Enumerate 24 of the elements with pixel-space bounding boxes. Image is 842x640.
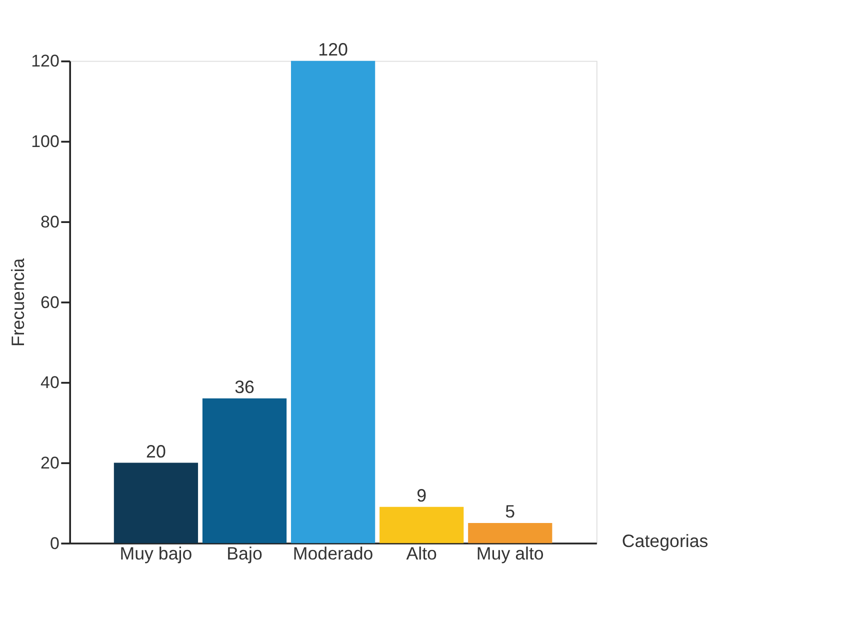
y-tick-label: 80: [40, 212, 60, 232]
bar: [290, 60, 376, 544]
data-label: 36: [234, 377, 255, 398]
x-tick-label: Moderado: [292, 544, 374, 564]
y-tick-label: 120: [31, 52, 60, 71]
x-axis-title: Categorias: [622, 531, 708, 552]
bar: [380, 506, 464, 544]
data-label: 9: [416, 486, 427, 506]
x-tick-label: Muy bajo: [120, 544, 192, 564]
x-tick-label: Alto: [406, 544, 438, 564]
y-axis-title: Frecuencia: [8, 258, 28, 347]
x-tick-label: Muy alto: [476, 544, 544, 564]
y-tick-label: 40: [40, 373, 60, 392]
bar: [202, 398, 287, 544]
y-tick-label: 60: [40, 292, 60, 312]
y-tick-label: 0: [50, 534, 60, 553]
data-label: 20: [146, 441, 166, 462]
bar: [468, 522, 552, 544]
x-tick-label: Bajo: [226, 544, 262, 564]
y-tick-label: 100: [31, 132, 60, 152]
data-label: 120: [318, 40, 348, 60]
y-tick-label: 20: [40, 454, 60, 473]
bar: [114, 462, 198, 544]
data-label: 5: [505, 502, 516, 522]
